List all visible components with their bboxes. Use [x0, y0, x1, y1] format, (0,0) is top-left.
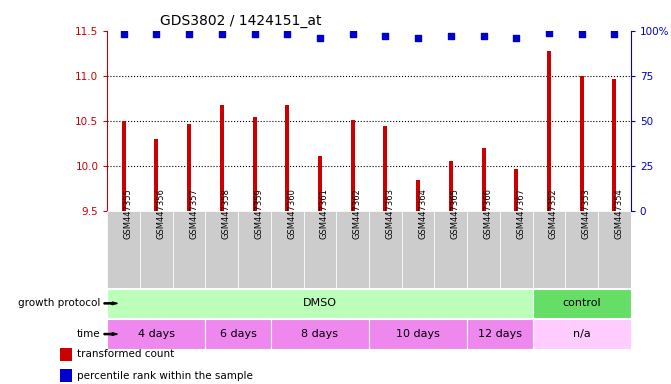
Text: GSM447367: GSM447367: [516, 188, 525, 239]
Bar: [613, 79, 617, 211]
Text: transformed count: transformed count: [77, 349, 174, 359]
Bar: [547, 51, 551, 211]
Bar: [598, 211, 631, 288]
Bar: [107, 211, 140, 288]
Text: DMSO: DMSO: [303, 298, 337, 308]
Bar: [318, 156, 322, 211]
Text: 6 days: 6 days: [220, 329, 256, 339]
Bar: [205, 319, 271, 349]
Text: GSM447357: GSM447357: [189, 188, 198, 239]
Text: GSM447361: GSM447361: [320, 188, 329, 239]
Bar: [121, 121, 125, 211]
Bar: [303, 211, 336, 288]
Bar: [416, 180, 420, 211]
Point: [118, 31, 129, 37]
Bar: [140, 211, 173, 288]
Bar: [369, 319, 467, 349]
Bar: [154, 139, 158, 211]
Bar: [107, 289, 533, 318]
Bar: [467, 211, 500, 288]
Text: 8 days: 8 days: [301, 329, 338, 339]
Bar: [271, 319, 369, 349]
Bar: [60, 369, 72, 382]
Bar: [60, 348, 72, 361]
Bar: [449, 161, 453, 211]
Point: [217, 31, 227, 37]
Point: [478, 33, 489, 39]
Point: [413, 35, 423, 41]
Point: [576, 31, 587, 37]
Bar: [107, 319, 205, 349]
Text: GSM447353: GSM447353: [582, 188, 590, 239]
Bar: [252, 118, 256, 211]
Bar: [435, 211, 467, 288]
Text: 12 days: 12 days: [478, 329, 522, 339]
Text: 10 days: 10 days: [396, 329, 440, 339]
Point: [446, 33, 456, 39]
Bar: [514, 169, 518, 211]
Bar: [187, 124, 191, 211]
Bar: [205, 211, 238, 288]
Bar: [271, 211, 303, 288]
Text: time: time: [77, 329, 101, 339]
Bar: [173, 211, 205, 288]
Text: GSM447358: GSM447358: [222, 188, 231, 239]
Bar: [533, 289, 631, 318]
Bar: [533, 211, 565, 288]
Text: GSM447355: GSM447355: [123, 188, 133, 239]
Text: control: control: [562, 298, 601, 308]
Text: percentile rank within the sample: percentile rank within the sample: [77, 371, 253, 381]
Bar: [482, 148, 486, 211]
Bar: [500, 211, 533, 288]
Text: GSM447363: GSM447363: [385, 188, 395, 239]
Point: [282, 31, 293, 37]
Point: [315, 35, 325, 41]
Text: GSM447359: GSM447359: [254, 188, 264, 239]
Text: growth protocol: growth protocol: [18, 298, 101, 308]
Bar: [383, 126, 387, 211]
Text: GSM447354: GSM447354: [615, 188, 623, 239]
Bar: [285, 105, 289, 211]
Bar: [533, 319, 631, 349]
Text: GSM447364: GSM447364: [418, 188, 427, 239]
Point: [249, 31, 260, 37]
Bar: [238, 211, 271, 288]
Text: GSM447360: GSM447360: [287, 188, 297, 239]
Point: [544, 30, 554, 36]
Text: GDS3802 / 1424151_at: GDS3802 / 1424151_at: [160, 14, 321, 28]
Bar: [351, 120, 355, 211]
Bar: [580, 76, 584, 211]
Point: [609, 31, 620, 37]
Text: GSM447366: GSM447366: [484, 188, 493, 239]
Text: n/a: n/a: [573, 329, 590, 339]
Text: GSM447356: GSM447356: [156, 188, 166, 239]
Text: GSM447352: GSM447352: [549, 188, 558, 239]
Point: [511, 35, 521, 41]
Bar: [220, 105, 224, 211]
Text: 4 days: 4 days: [138, 329, 175, 339]
Bar: [467, 319, 533, 349]
Point: [184, 31, 195, 37]
Bar: [565, 211, 598, 288]
Bar: [336, 211, 369, 288]
Point: [151, 31, 162, 37]
Bar: [402, 211, 435, 288]
Point: [380, 33, 391, 39]
Point: [348, 31, 358, 37]
Text: GSM447365: GSM447365: [451, 188, 460, 239]
Text: GSM447362: GSM447362: [353, 188, 362, 239]
Bar: [369, 211, 402, 288]
